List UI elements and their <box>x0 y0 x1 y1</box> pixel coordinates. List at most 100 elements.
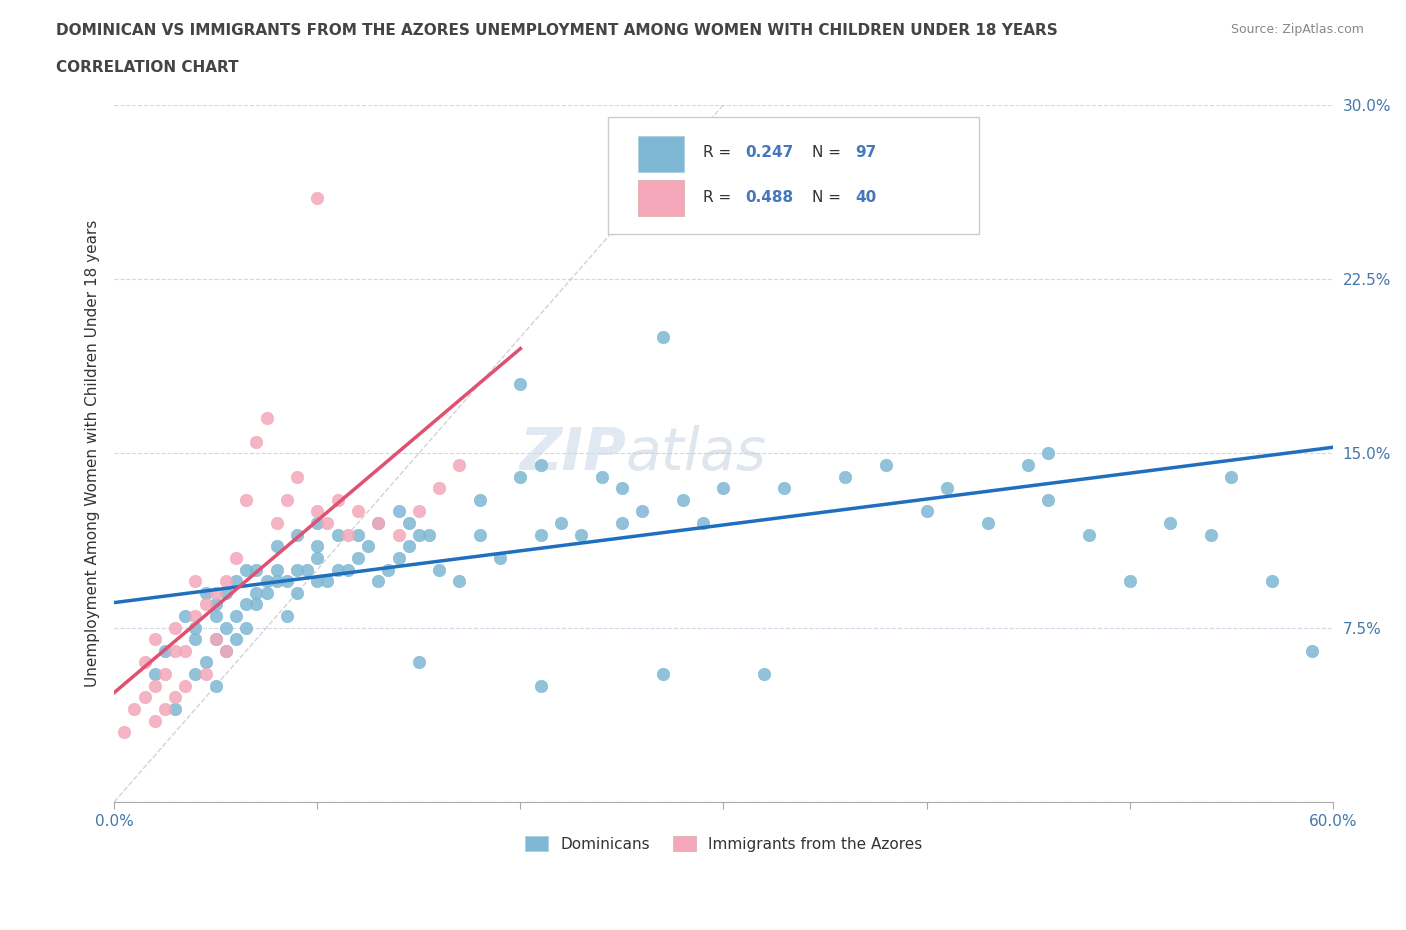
Point <box>256 411 278 426</box>
Point <box>134 655 156 670</box>
Point <box>276 608 298 623</box>
Point <box>143 631 166 646</box>
Point <box>245 562 267 577</box>
Point <box>367 515 389 530</box>
Point <box>225 551 247 565</box>
Point <box>408 504 430 519</box>
Point <box>336 527 359 542</box>
Point <box>509 376 531 391</box>
Point <box>875 458 897 472</box>
Point <box>316 515 339 530</box>
Point <box>449 458 471 472</box>
Point <box>1038 445 1060 460</box>
Legend: Dominicans, Immigrants from the Azores: Dominicans, Immigrants from the Azores <box>519 830 928 857</box>
Point <box>307 574 329 589</box>
Point <box>377 562 399 577</box>
Point <box>124 701 146 716</box>
Point <box>1159 515 1181 530</box>
Point <box>285 469 308 484</box>
Text: R =: R = <box>703 190 735 205</box>
Point <box>398 515 420 530</box>
Point <box>215 574 238 589</box>
Text: CORRELATION CHART: CORRELATION CHART <box>56 60 239 75</box>
Point <box>347 504 370 519</box>
Point <box>713 481 735 496</box>
Point <box>1118 574 1140 589</box>
Point <box>184 631 207 646</box>
Point <box>194 655 217 670</box>
Point <box>326 562 349 577</box>
Text: 97: 97 <box>855 145 876 160</box>
Point <box>387 504 409 519</box>
Point <box>153 667 176 682</box>
Point <box>367 574 389 589</box>
Point <box>591 469 613 484</box>
Point <box>143 678 166 693</box>
Point <box>245 597 267 612</box>
Text: ZIP: ZIP <box>519 425 626 482</box>
Point <box>550 515 572 530</box>
Point <box>153 701 176 716</box>
Point <box>427 481 450 496</box>
Text: 0.488: 0.488 <box>745 190 793 205</box>
Point <box>367 515 389 530</box>
Point <box>204 597 226 612</box>
Point <box>1220 469 1243 484</box>
Text: R =: R = <box>703 145 735 160</box>
Point <box>245 585 267 600</box>
Point <box>398 538 420 553</box>
Point <box>307 191 329 206</box>
Point <box>215 620 238 635</box>
Point <box>610 515 633 530</box>
Point <box>387 527 409 542</box>
Point <box>165 690 187 705</box>
Point <box>215 644 238 658</box>
Point <box>1017 458 1039 472</box>
Point <box>834 469 856 484</box>
Point <box>316 574 339 589</box>
Point <box>752 667 775 682</box>
Point <box>1199 527 1222 542</box>
Point <box>307 551 329 565</box>
Point <box>256 574 278 589</box>
Point <box>336 562 359 577</box>
Point <box>976 515 998 530</box>
Point <box>204 608 226 623</box>
Point <box>489 551 512 565</box>
Point <box>225 631 247 646</box>
Point <box>184 574 207 589</box>
Point <box>307 515 329 530</box>
Point <box>307 504 329 519</box>
Point <box>935 481 957 496</box>
Bar <box>638 136 685 172</box>
Y-axis label: Unemployment Among Women with Children Under 18 years: Unemployment Among Women with Children U… <box>86 219 100 687</box>
Point <box>307 538 329 553</box>
Point <box>347 551 370 565</box>
Point <box>387 551 409 565</box>
Point <box>427 562 450 577</box>
Text: atlas: atlas <box>626 425 768 482</box>
Text: Source: ZipAtlas.com: Source: ZipAtlas.com <box>1230 23 1364 36</box>
Point <box>1038 492 1060 507</box>
Point <box>215 585 238 600</box>
Point <box>204 678 226 693</box>
Text: 40: 40 <box>855 190 876 205</box>
Point <box>225 574 247 589</box>
Text: N =: N = <box>813 145 846 160</box>
Point <box>235 620 257 635</box>
Text: N =: N = <box>813 190 846 205</box>
Point <box>509 469 531 484</box>
Point <box>266 562 288 577</box>
Point <box>143 713 166 728</box>
Point <box>915 504 938 519</box>
Point <box>194 597 217 612</box>
Point <box>814 167 837 182</box>
Point <box>143 667 166 682</box>
Point <box>256 585 278 600</box>
Point <box>266 574 288 589</box>
Point <box>204 631 226 646</box>
Text: DOMINICAN VS IMMIGRANTS FROM THE AZORES UNEMPLOYMENT AMONG WOMEN WITH CHILDREN U: DOMINICAN VS IMMIGRANTS FROM THE AZORES … <box>56 23 1057 38</box>
Point <box>468 527 491 542</box>
Point <box>1261 574 1284 589</box>
Point <box>651 329 673 344</box>
